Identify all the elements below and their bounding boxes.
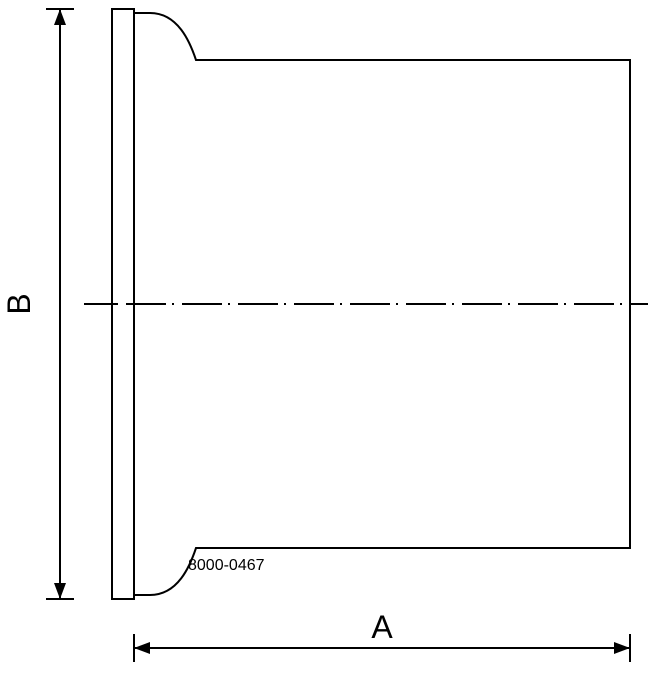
part-number: 8000-0467 xyxy=(188,557,265,574)
dim-a-label: A xyxy=(371,609,393,645)
dim-b-label: B xyxy=(1,293,37,314)
dim-b-arrow-bot xyxy=(54,583,66,599)
dim-b-arrow-top xyxy=(54,9,66,25)
dim-a-arrow-left xyxy=(134,642,150,654)
dim-a-arrow-right xyxy=(614,642,630,654)
